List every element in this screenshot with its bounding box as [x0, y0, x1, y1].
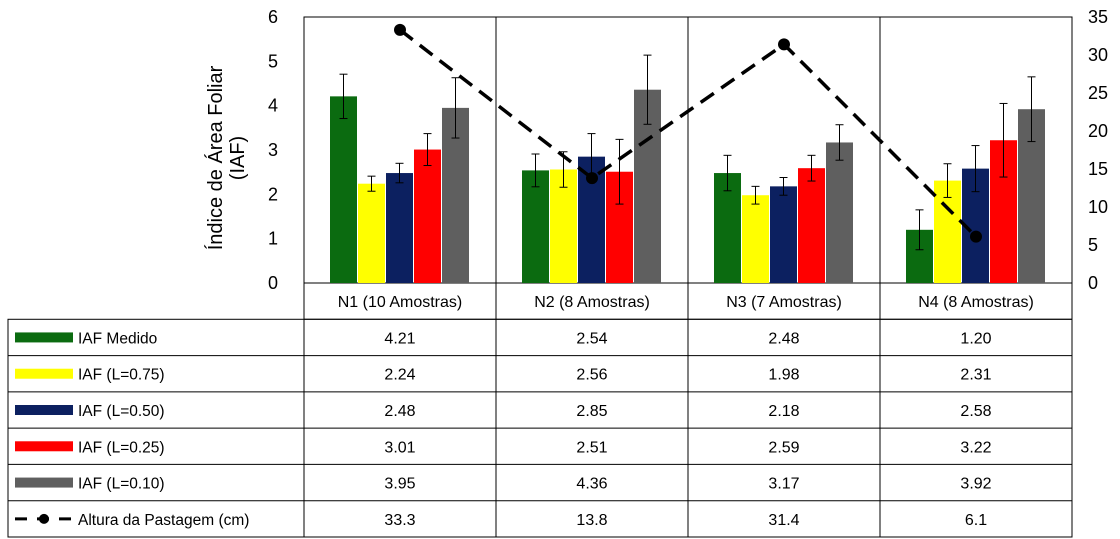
data-table: N1 (10 Amostras) N2 (8 Amostras) N3 (7 Amo…: [7, 283, 1073, 538]
height-point: [778, 38, 790, 51]
table-cell: 4.36: [576, 476, 607, 493]
table-cell: 2.48: [384, 403, 415, 420]
legend-label: IAF (L=0.25): [78, 439, 165, 456]
category-label: N3 (7 Amostras): [726, 294, 842, 311]
table-cell: 1.20: [960, 330, 991, 347]
y-tick-label: 2: [268, 184, 278, 204]
table-cell: 2.48: [768, 330, 799, 347]
table-cell: 13.8: [576, 512, 607, 529]
category-label: N1 (10 Amostras): [338, 294, 462, 311]
y2-tick-label: 0: [1088, 273, 1098, 293]
legend-swatch: [15, 441, 73, 452]
bar: [798, 168, 825, 283]
table-cell: 33.3: [384, 512, 415, 529]
y-axis-title-line-1: Índice de Área Foliar: [204, 65, 227, 250]
legend-swatch: [15, 477, 73, 488]
legend-label: IAF (L=0.75): [78, 367, 165, 384]
table-cell: 3.22: [960, 439, 991, 456]
legend-swatch: [15, 332, 73, 343]
table-cell: 4.21: [384, 330, 415, 347]
table-cell: 3.01: [384, 439, 415, 456]
height-line: [398, 28, 978, 238]
height-point: [586, 172, 598, 185]
table-cell: 2.31: [960, 367, 991, 384]
left-axis-ticks: 0 1 2 3 4 5 6: [268, 7, 278, 293]
y-tick-label: 4: [268, 96, 278, 116]
y2-tick-label: 30: [1088, 45, 1108, 65]
bar: [522, 170, 549, 283]
y2-tick-label: 25: [1088, 83, 1108, 103]
category-label: N4 (8 Amostras): [918, 294, 1034, 311]
y-tick-label: 6: [268, 7, 278, 27]
height-point: [394, 23, 406, 36]
table-cell: 31.4: [768, 512, 799, 529]
table-cell: 2.56: [576, 367, 607, 384]
y-tick-label: 5: [268, 51, 278, 71]
legend-swatch: [15, 405, 73, 415]
bar: [826, 142, 853, 283]
table-cell: 2.18: [768, 403, 799, 420]
legend-point-swatch: [39, 513, 49, 524]
table-cell: 2.58: [960, 403, 991, 420]
y-tick-label: 1: [268, 229, 278, 249]
legend-label: Altura da Pastagem (cm): [78, 512, 249, 529]
table-cell: 1.98: [768, 367, 799, 384]
y2-tick-label: 15: [1088, 159, 1108, 179]
y-axis-title: Índice de Área Foliar (IAF): [204, 65, 249, 250]
bar: [742, 195, 769, 283]
y-tick-label: 3: [268, 140, 278, 160]
legend-label: IAF Medido: [78, 330, 157, 347]
bar: [714, 173, 741, 283]
table-cell: 3.95: [384, 476, 415, 493]
y2-tick-label: 10: [1088, 197, 1108, 217]
table-cell: 2.51: [576, 439, 607, 456]
y2-tick-label: 20: [1088, 121, 1108, 141]
category-label: N2 (8 Amostras): [534, 294, 650, 311]
bar: [358, 183, 385, 283]
bar: [386, 173, 413, 283]
table-cell: 3.92: [960, 476, 991, 493]
bars-layer: [330, 54, 1045, 284]
bar: [330, 96, 357, 284]
table-cell: 6.1: [965, 512, 987, 529]
table-cell: 2.59: [768, 439, 799, 456]
right-axis-ticks: 0 5 10 15 20 25 30 35: [1088, 7, 1108, 293]
legend-swatch: [15, 368, 73, 379]
y-tick-label: 0: [268, 273, 278, 293]
bar: [550, 169, 577, 283]
legend-label: IAF (L=0.50): [78, 403, 165, 420]
y2-tick-label: 35: [1088, 7, 1108, 27]
y2-tick-label: 5: [1088, 235, 1098, 255]
table-cell: 2.54: [576, 330, 607, 347]
legend-label: IAF (L=0.10): [78, 476, 165, 493]
table-cell: 3.17: [768, 476, 799, 493]
height-line-layer: [394, 23, 982, 243]
table-cell: 2.85: [576, 403, 607, 420]
bar: [414, 149, 441, 283]
y-axis-title-line-2: (IAF): [227, 136, 249, 180]
height-point: [970, 230, 982, 243]
table-cell: 2.24: [384, 367, 415, 384]
bar: [770, 186, 797, 283]
